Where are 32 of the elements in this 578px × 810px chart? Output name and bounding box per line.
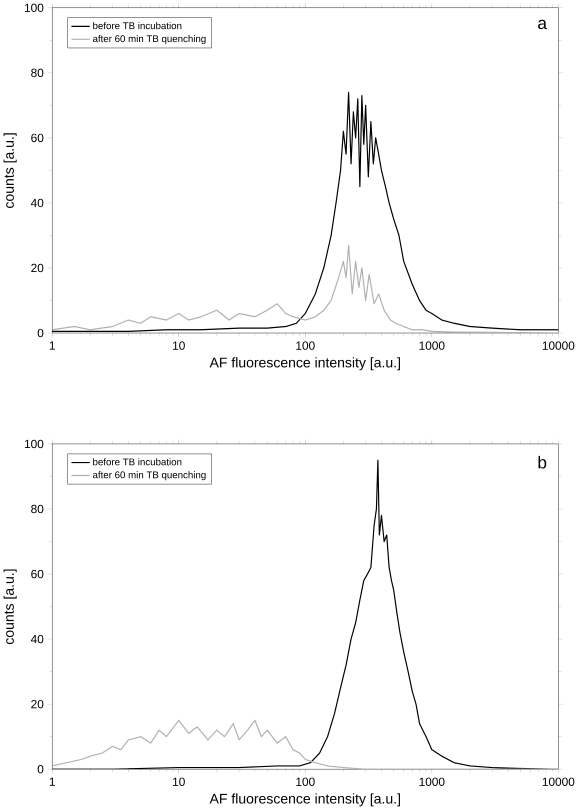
annotation: a (538, 20, 547, 30)
x-tick-label: 1 (50, 778, 55, 786)
y-tick-label: 40 (30, 198, 44, 208)
y-axis-title: counts [a.u.] (3, 133, 16, 208)
y-tick-label: 40 (30, 634, 44, 644)
x-tick-label: 1 (50, 341, 55, 350)
y-tick-label: 100 (24, 4, 44, 12)
annotation: b (538, 456, 546, 469)
y-tick-label: 0 (37, 764, 44, 774)
x-tick-label: 10 (172, 778, 185, 786)
x-axis-title: AF fluorescence intensity [a.u.] (209, 793, 400, 806)
y-tick-label: 80 (30, 504, 44, 514)
y-axis-title: counts [a.u.] (3, 569, 16, 644)
y-tick-label: 60 (31, 134, 44, 142)
x-tick-label: 1000 (419, 778, 444, 786)
legend-label: after 60 min TB quenching (92, 35, 206, 44)
legend-label: after 60 min TB quenching (92, 471, 206, 480)
legend-label: before TB incubation (92, 458, 182, 466)
legend-label: before TB incubation (92, 22, 182, 30)
x-tick-label: 10000 (542, 341, 574, 350)
y-tick-label: 20 (31, 264, 44, 272)
y-tick-label: 100 (24, 440, 44, 448)
x-tick-label: 10 (172, 341, 185, 350)
y-tick-label: 60 (31, 570, 44, 578)
x-tick-label: 10000 (542, 778, 574, 786)
x-tick-label: 100 (296, 778, 314, 786)
x-tick-label: 1000 (419, 341, 444, 350)
y-tick-label: 80 (30, 68, 44, 78)
y-tick-label: 0 (37, 328, 44, 338)
y-tick-label: 20 (31, 700, 44, 708)
x-tick-label: 100 (296, 341, 314, 350)
x-axis-title: AF fluorescence intensity [a.u.] (209, 357, 400, 370)
